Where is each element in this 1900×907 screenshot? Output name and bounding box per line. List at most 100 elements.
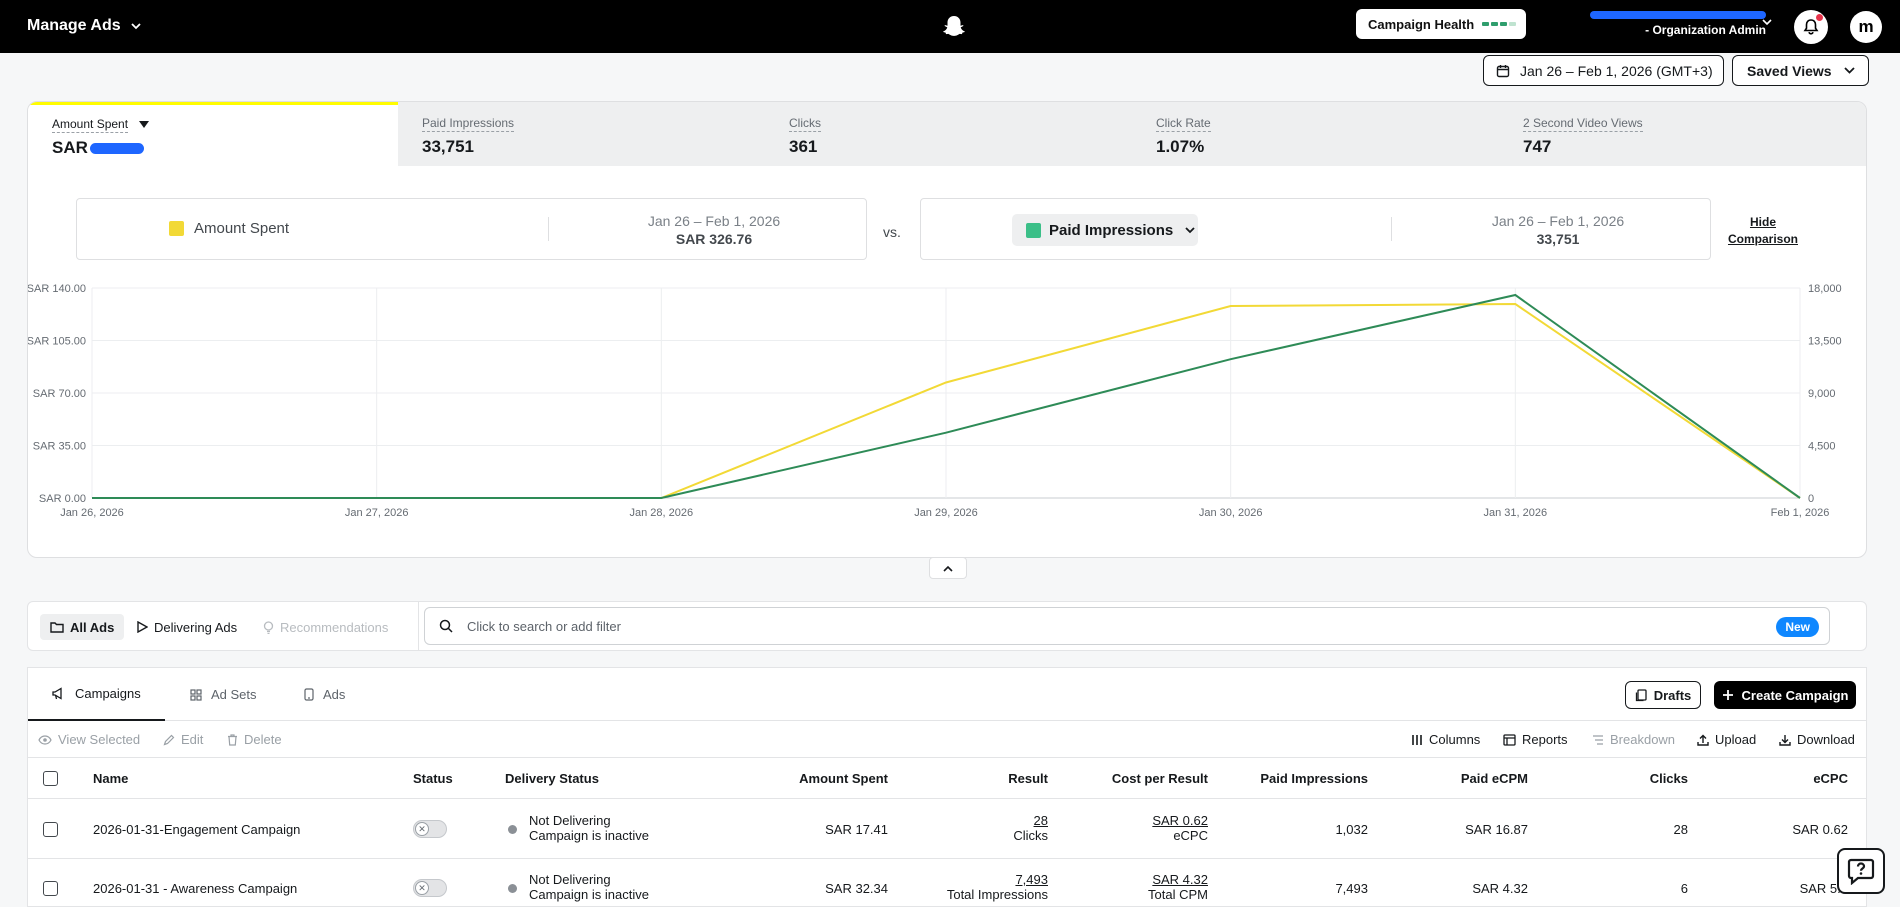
download-button[interactable]: Download <box>1779 732 1855 747</box>
upload-button[interactable]: Upload <box>1697 732 1756 747</box>
tool-label: Delete <box>244 732 282 747</box>
cost-per-result-type: eCPC <box>1173 828 1208 843</box>
campaign-name-link[interactable]: 2026-01-31-Engagement Campaign <box>93 822 301 837</box>
campaign-health-button[interactable]: Campaign Health <box>1356 9 1526 39</box>
metric-label: Paid Impressions <box>422 116 515 132</box>
column-header-delivery-status[interactable]: Delivery Status <box>505 771 599 786</box>
date-range-button[interactable]: Jan 26 – Feb 1, 2026 (GMT+3) <box>1483 55 1724 86</box>
table-row[interactable]: 2026-01-31-Engagement Campaign ✕ Not Del… <box>28 799 1866 859</box>
status-toggle[interactable]: ✕ <box>413 879 447 897</box>
metric-value: 747 <box>1523 137 1552 156</box>
column-header-amount-spent[interactable]: Amount Spent <box>799 771 888 786</box>
metric-label: Amount Spent <box>52 117 129 133</box>
cost-per-result-type: Total CPM <box>1148 887 1208 902</box>
help-button[interactable] <box>1837 848 1885 894</box>
y-left-tick-label: SAR 140.00 <box>28 283 86 295</box>
campaigns-table-card: Campaigns Ad Sets Ads Drafts Create Camp… <box>27 667 1867 907</box>
column-header-cost-per-result[interactable]: Cost per Result <box>1111 771 1208 786</box>
tool-label: Breakdown <box>1610 732 1676 747</box>
breakdown-button[interactable]: Breakdown <box>1592 732 1675 747</box>
search-input[interactable]: Click to search or add filter New <box>424 607 1830 645</box>
saved-views-button[interactable]: Saved Views <box>1732 55 1869 86</box>
tab-campaigns[interactable]: Campaigns <box>28 668 165 721</box>
tab-all-ads[interactable]: All Ads <box>40 614 125 640</box>
table-toolbar: View Selected Edit Delete Columns Report… <box>28 721 1866 758</box>
edit-button[interactable]: Edit <box>163 732 203 747</box>
app-title: Manage Ads <box>27 17 121 34</box>
y-right-tick-label: 13,500 <box>1808 336 1842 348</box>
column-header-paid-impressions[interactable]: Paid Impressions <box>1260 771 1368 786</box>
metric-value: 1.07% <box>1156 137 1205 156</box>
tab-label: Delivering Ads <box>154 619 238 635</box>
metric-tab-amount-spent[interactable]: Amount Spent SAR <box>28 102 398 166</box>
metric-tab-paid-impressions[interactable]: Paid Impressions 33,751 <box>398 102 765 166</box>
y-left-tick-label: SAR 70.00 <box>33 388 86 400</box>
row-checkbox[interactable] <box>43 822 58 837</box>
y-right-tick-label: 4,500 <box>1808 441 1836 453</box>
hide-comparison-link[interactable]: Hide Comparison <box>1725 214 1801 248</box>
cost-per-result-link[interactable]: SAR 4.32 <box>1152 872 1208 887</box>
compare-metric-dropdown[interactable]: Paid Impressions <box>1012 214 1198 246</box>
campaign-name-link[interactable]: 2026-01-31 - Awareness Campaign <box>93 881 298 896</box>
metric-value: 361 <box>789 137 818 156</box>
result-link[interactable]: 7,493 <box>1015 872 1048 887</box>
account-chevron-down-icon[interactable] <box>1762 15 1772 29</box>
status-toggle[interactable]: ✕ <box>413 820 447 838</box>
vs-label: vs. <box>883 224 901 240</box>
divider <box>548 217 549 241</box>
tool-label: Columns <box>1429 732 1481 747</box>
campaign-health-label: Campaign Health <box>1368 16 1475 32</box>
redacted-account-name <box>1590 11 1766 19</box>
table-header-row: Name Status Delivery Status Amount Spent… <box>28 759 1866 799</box>
tab-ads[interactable]: Ads <box>280 668 369 721</box>
reports-button[interactable]: Reports <box>1503 732 1568 747</box>
drafts-button[interactable]: Drafts <box>1625 681 1701 709</box>
tab-ad-sets[interactable]: Ad Sets <box>166 668 281 721</box>
breakdown-icon <box>1593 734 1603 745</box>
column-header-ecpc[interactable]: eCPC <box>1813 771 1848 786</box>
snapchat-ghost-icon[interactable] <box>941 14 967 40</box>
tab-delivering-ads[interactable]: Delivering Ads <box>126 614 247 640</box>
manage-ads-menu[interactable]: Manage Ads <box>27 17 141 35</box>
account-switcher[interactable]: - Organization Admin <box>1586 11 1766 36</box>
notifications-button[interactable] <box>1794 10 1828 44</box>
column-header-result[interactable]: Result <box>1008 771 1048 786</box>
table-row[interactable]: 2026-01-31 - Awareness Campaign ✕ Not De… <box>28 859 1866 907</box>
columns-button[interactable]: Columns <box>1411 732 1480 747</box>
hide-comparison-line-2: Comparison <box>1727 232 1798 246</box>
result-link[interactable]: 28 <box>1033 813 1048 828</box>
column-header-paid-ecpm[interactable]: Paid eCPM <box>1460 771 1528 786</box>
metric-tab-video-views[interactable]: 2 Second Video Views 747 <box>1499 102 1866 166</box>
divider <box>418 602 419 650</box>
select-all-checkbox[interactable] <box>43 771 58 786</box>
row-checkbox[interactable] <box>43 881 58 896</box>
column-header-clicks[interactable]: Clicks <box>1649 771 1688 786</box>
metric-tab-click-rate[interactable]: Click Rate 1.07% <box>1132 102 1499 166</box>
right-metric-name: Paid Impressions <box>1049 221 1174 239</box>
caret-down-icon[interactable] <box>138 121 149 128</box>
left-metric-name: Amount Spent <box>194 220 290 237</box>
calendar-icon <box>1496 64 1510 77</box>
collapse-chart-button[interactable] <box>929 557 967 579</box>
paid-impressions-value: 7,493 <box>1335 881 1368 896</box>
column-header-name[interactable]: Name <box>93 771 129 786</box>
x-tick-label: Jan 27, 2026 <box>345 507 409 519</box>
comparison-right-box: Paid Impressions Jan 26 – Feb 1, 2026 33… <box>920 198 1711 260</box>
result-cell: 28 Clicks <box>888 813 1048 843</box>
top-bar: Manage Ads Campaign Health - Organizatio… <box>0 0 1900 53</box>
metric-tab-clicks[interactable]: Clicks 361 <box>765 102 1132 166</box>
performance-chart-card: Amount Spent SAR Paid Impressions 33,751… <box>27 101 1867 558</box>
ecpc-value: SAR 0.62 <box>1792 822 1848 837</box>
delete-button[interactable]: Delete <box>227 732 282 747</box>
column-header-status[interactable]: Status <box>413 771 453 786</box>
x-tick-label: Jan 31, 2026 <box>1484 507 1548 519</box>
view-selected-button[interactable]: View Selected <box>38 732 140 747</box>
avatar[interactable]: m <box>1850 11 1882 43</box>
cost-per-result-link[interactable]: SAR 0.62 <box>1152 813 1208 828</box>
health-indicator <box>1482 22 1517 26</box>
folder-icon <box>50 622 64 633</box>
create-campaign-button[interactable]: Create Campaign <box>1714 681 1856 709</box>
paid-impressions-swatch <box>1026 222 1041 238</box>
clicks-value: 6 <box>1680 881 1688 896</box>
tab-recommendations[interactable]: Recommendations <box>253 614 398 640</box>
